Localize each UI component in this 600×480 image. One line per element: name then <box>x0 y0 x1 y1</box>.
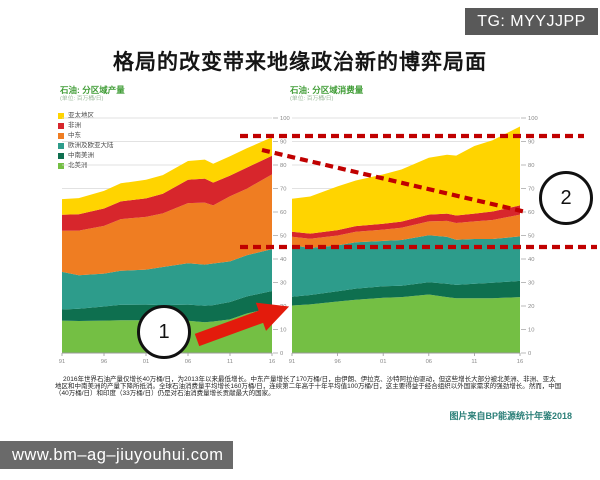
legend-swatch-icon <box>58 142 64 149</box>
chart-legend: 亚太地区 非洲 中东 欧洲及欧亚大陆 中南美洲 北美洲 <box>58 112 114 169</box>
annotation-circle-1: 1 <box>137 305 191 359</box>
svg-text:80: 80 <box>528 163 534 169</box>
svg-text:70: 70 <box>280 187 286 193</box>
legend-item: 北美洲 <box>58 162 114 169</box>
svg-text:0: 0 <box>280 351 283 357</box>
svg-text:11: 11 <box>471 359 477 365</box>
svg-text:60: 60 <box>528 210 534 216</box>
right-chart-title: 石油: 分区域消费量 <box>290 85 364 95</box>
legend-label: 非洲 <box>68 122 81 129</box>
svg-text:01: 01 <box>380 359 386 365</box>
svg-text:60: 60 <box>280 210 286 216</box>
legend-item: 欧洲及欧亚大陆 <box>58 142 114 149</box>
annotation-circle-2: 2 <box>539 171 593 225</box>
svg-text:20: 20 <box>528 304 534 310</box>
legend-swatch-icon <box>58 122 64 129</box>
svg-text:90: 90 <box>280 140 286 146</box>
legend-swatch-icon <box>58 152 64 159</box>
left-chart-title: 石油: 分区域产量 <box>60 85 125 95</box>
legend-swatch-icon <box>58 132 64 139</box>
svg-text:96: 96 <box>334 359 340 365</box>
svg-text:40: 40 <box>528 257 534 263</box>
svg-text:16: 16 <box>269 359 275 365</box>
legend-item: 非洲 <box>58 122 114 129</box>
svg-text:16: 16 <box>517 359 523 365</box>
svg-text:50: 50 <box>528 234 534 240</box>
watermark-bar: www.bm–ag–jiuyouhui.com <box>0 441 233 469</box>
svg-text:91: 91 <box>59 359 65 365</box>
legend-item: 中东 <box>58 132 114 139</box>
svg-text:06: 06 <box>426 359 432 365</box>
legend-swatch-icon <box>58 112 64 119</box>
svg-text:06: 06 <box>185 359 191 365</box>
svg-text:30: 30 <box>280 281 286 287</box>
right-chart-unit: (单位: 百万桶/日) <box>290 96 334 102</box>
svg-text:100: 100 <box>528 116 538 122</box>
svg-text:01: 01 <box>143 359 149 365</box>
tg-badge: TG: MYYJJPP <box>465 8 598 35</box>
svg-text:80: 80 <box>280 163 286 169</box>
legend-label: 中南美洲 <box>68 152 94 159</box>
legend-swatch-icon <box>58 162 64 169</box>
svg-text:11: 11 <box>227 359 233 365</box>
watermark-text: www.bm–ag–jiuyouhui.com <box>12 445 224 464</box>
legend-label: 亚太地区 <box>68 112 94 119</box>
page-title: 格局的改变带来地缘政治新的博弈局面 <box>113 50 487 74</box>
svg-text:0: 0 <box>528 351 531 357</box>
svg-text:91: 91 <box>289 359 295 365</box>
legend-item: 亚太地区 <box>58 112 114 119</box>
left-chart-unit: (单位: 百万桶/日) <box>60 96 104 102</box>
svg-text:100: 100 <box>280 116 290 122</box>
footnote-paragraph: 2016年世界石油产量仅增长40万桶/日，为2013年以来最低增长。中东产量增长… <box>55 376 562 398</box>
svg-text:40: 40 <box>280 257 286 263</box>
legend-label: 北美洲 <box>68 162 88 169</box>
legend-label: 欧洲及欧亚大陆 <box>68 142 114 149</box>
svg-text:70: 70 <box>528 187 534 193</box>
legend-item: 中南美洲 <box>58 152 114 159</box>
svg-text:30: 30 <box>528 281 534 287</box>
svg-text:10: 10 <box>528 328 534 334</box>
svg-text:96: 96 <box>101 359 107 365</box>
svg-text:50: 50 <box>280 234 286 240</box>
svg-text:90: 90 <box>528 140 534 146</box>
image-source: 图片来自BP能源统计年鉴2018 <box>449 411 572 421</box>
svg-text:10: 10 <box>280 328 286 334</box>
legend-label: 中东 <box>68 132 81 139</box>
